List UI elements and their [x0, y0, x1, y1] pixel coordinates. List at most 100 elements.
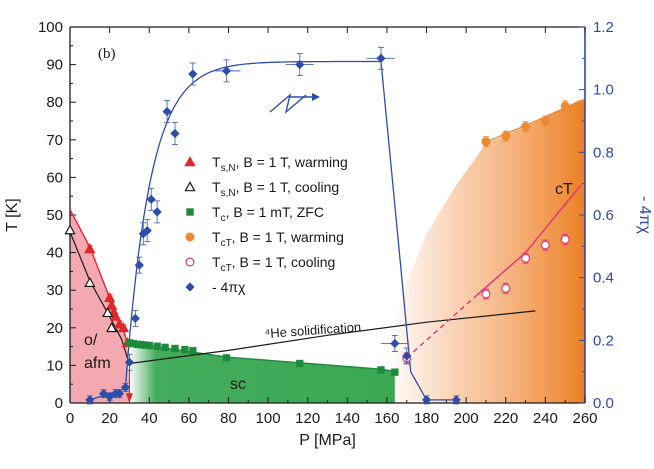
x-tick-label: 40 [141, 410, 158, 427]
legend-entry: TcT, B = 1 T, cooling [185, 254, 335, 274]
data-point-circle-open [560, 234, 570, 244]
data-point-square [189, 347, 197, 355]
data-point-circle-open [540, 240, 550, 250]
legend-entry: TcT, B = 1 T, warming [185, 229, 344, 249]
tsn-endpoint-arrow-head-icon [125, 393, 133, 403]
data-point-triangle-filled [109, 310, 122, 321]
data-point-diamond [85, 395, 95, 405]
legend-label: TcT, B = 1 T, cooling [212, 254, 335, 274]
legend-entry: Ts,N, B = 1 T, warming [184, 154, 348, 174]
legend-entry: - 4πχ [185, 279, 246, 295]
data-point-diamond [188, 69, 198, 79]
x-tick-label: 20 [101, 410, 118, 427]
data-point-triangle-open [64, 224, 76, 235]
x-tick-label: 140 [335, 410, 360, 427]
y-tick-label: 70 [46, 132, 63, 149]
y-tick-label: 20 [46, 320, 63, 337]
y-tick-label: 80 [46, 94, 63, 111]
data-point-diamond [451, 395, 461, 405]
data-markers [64, 46, 570, 405]
data-point-circle-filled [560, 101, 570, 111]
arrow-head-icon [312, 93, 320, 101]
region-layer [70, 98, 585, 404]
y-tick-label: 40 [46, 245, 63, 262]
tct-cooling-curve [475, 184, 582, 297]
data-point-diamond [124, 357, 135, 367]
he-solidification-curve [129, 310, 536, 365]
data-point-diamond [402, 351, 412, 361]
data-point-diamond [376, 53, 386, 63]
data-point-square [125, 339, 134, 347]
zigzag-arrow-shape [269, 93, 307, 114]
data-point-square [391, 368, 399, 376]
legend-marker [185, 257, 195, 267]
x-tick-label: 160 [374, 410, 399, 427]
x-tick-label: 180 [414, 410, 439, 427]
data-point-triangle-open [84, 276, 96, 287]
legend-entry: Ts,N, B = 1 T, cooling [184, 179, 339, 199]
afm-phase-region [70, 209, 130, 403]
data-point-square [133, 340, 142, 349]
he-solidification-label: ⁴He solidification [264, 319, 361, 341]
data-point-circle-open [521, 253, 531, 263]
data-point-square [171, 344, 179, 353]
x-tick-label: 80 [220, 410, 237, 427]
data-point-diamond [421, 395, 432, 405]
data-point-diamond [170, 128, 180, 139]
right-tick-label: 1.2 [593, 19, 614, 36]
right-tick-label: 1.0 [593, 82, 614, 99]
region-label-o: o/ [84, 332, 98, 349]
data-point-square [222, 354, 231, 362]
data-point-square [377, 366, 385, 374]
x-tick-label: 220 [493, 410, 518, 427]
legend-marker [186, 208, 194, 216]
x-axis-label: P [MPa] [299, 432, 356, 449]
data-point-diamond [295, 60, 305, 70]
x-tick-label: 0 [66, 410, 74, 427]
panel-label: (b) [98, 46, 116, 62]
legend-entry: Tc, B = 1 mT, ZFC [186, 204, 324, 224]
data-point-diamond [114, 389, 125, 399]
data-point-circle-filled [501, 131, 511, 141]
data-point-triangle-filled [103, 291, 116, 302]
data-point-diamond [120, 382, 131, 392]
data-point-square [296, 359, 304, 368]
data-point-square [161, 343, 169, 352]
y-axis-label: T [K] [4, 198, 21, 232]
data-point-diamond [152, 207, 162, 217]
data-point-diamond [390, 338, 400, 349]
data-point-circle-filled [540, 116, 550, 126]
region-label-ct: cT [555, 181, 573, 198]
y-tick-label: 60 [46, 169, 63, 186]
data-point-square [181, 345, 189, 354]
right-axis-label: - 4πχ [636, 196, 653, 235]
susceptibility-curve [89, 60, 457, 401]
region-label-afm: afm [84, 355, 111, 372]
data-point-diamond [99, 389, 109, 399]
x-tick-label: 240 [533, 410, 558, 427]
x-tick-label: 120 [295, 410, 320, 427]
data-point-square [137, 341, 145, 349]
tct-cooling-extrapolation [406, 295, 477, 359]
region-labels: o/ afm sc cT (b) ⁴He solidification [84, 46, 573, 393]
data-point-triangle-filled [117, 321, 130, 333]
right-tick-label: 0.0 [593, 395, 614, 412]
x-tick-label: 200 [454, 410, 479, 427]
pressure-arrow-annotation [269, 93, 320, 114]
legend-label: Ts,N, B = 1 T, warming [212, 154, 348, 174]
data-point-diamond [134, 260, 144, 270]
legend-marker [185, 282, 195, 292]
data-point-diamond [221, 66, 232, 76]
data-point-circle-open [481, 289, 491, 299]
data-point-circle-filled [521, 122, 531, 132]
data-point-triangle-open [105, 321, 118, 333]
legend-marker [185, 232, 195, 242]
y-tick-label: 50 [46, 207, 63, 224]
legend-marker [184, 181, 196, 192]
right-tick-label: 0.6 [593, 207, 614, 224]
y-tick-label: 90 [46, 57, 63, 74]
legend-marker [184, 156, 196, 167]
right-tick-label: 0.8 [593, 144, 614, 161]
data-point-diamond [130, 313, 140, 323]
